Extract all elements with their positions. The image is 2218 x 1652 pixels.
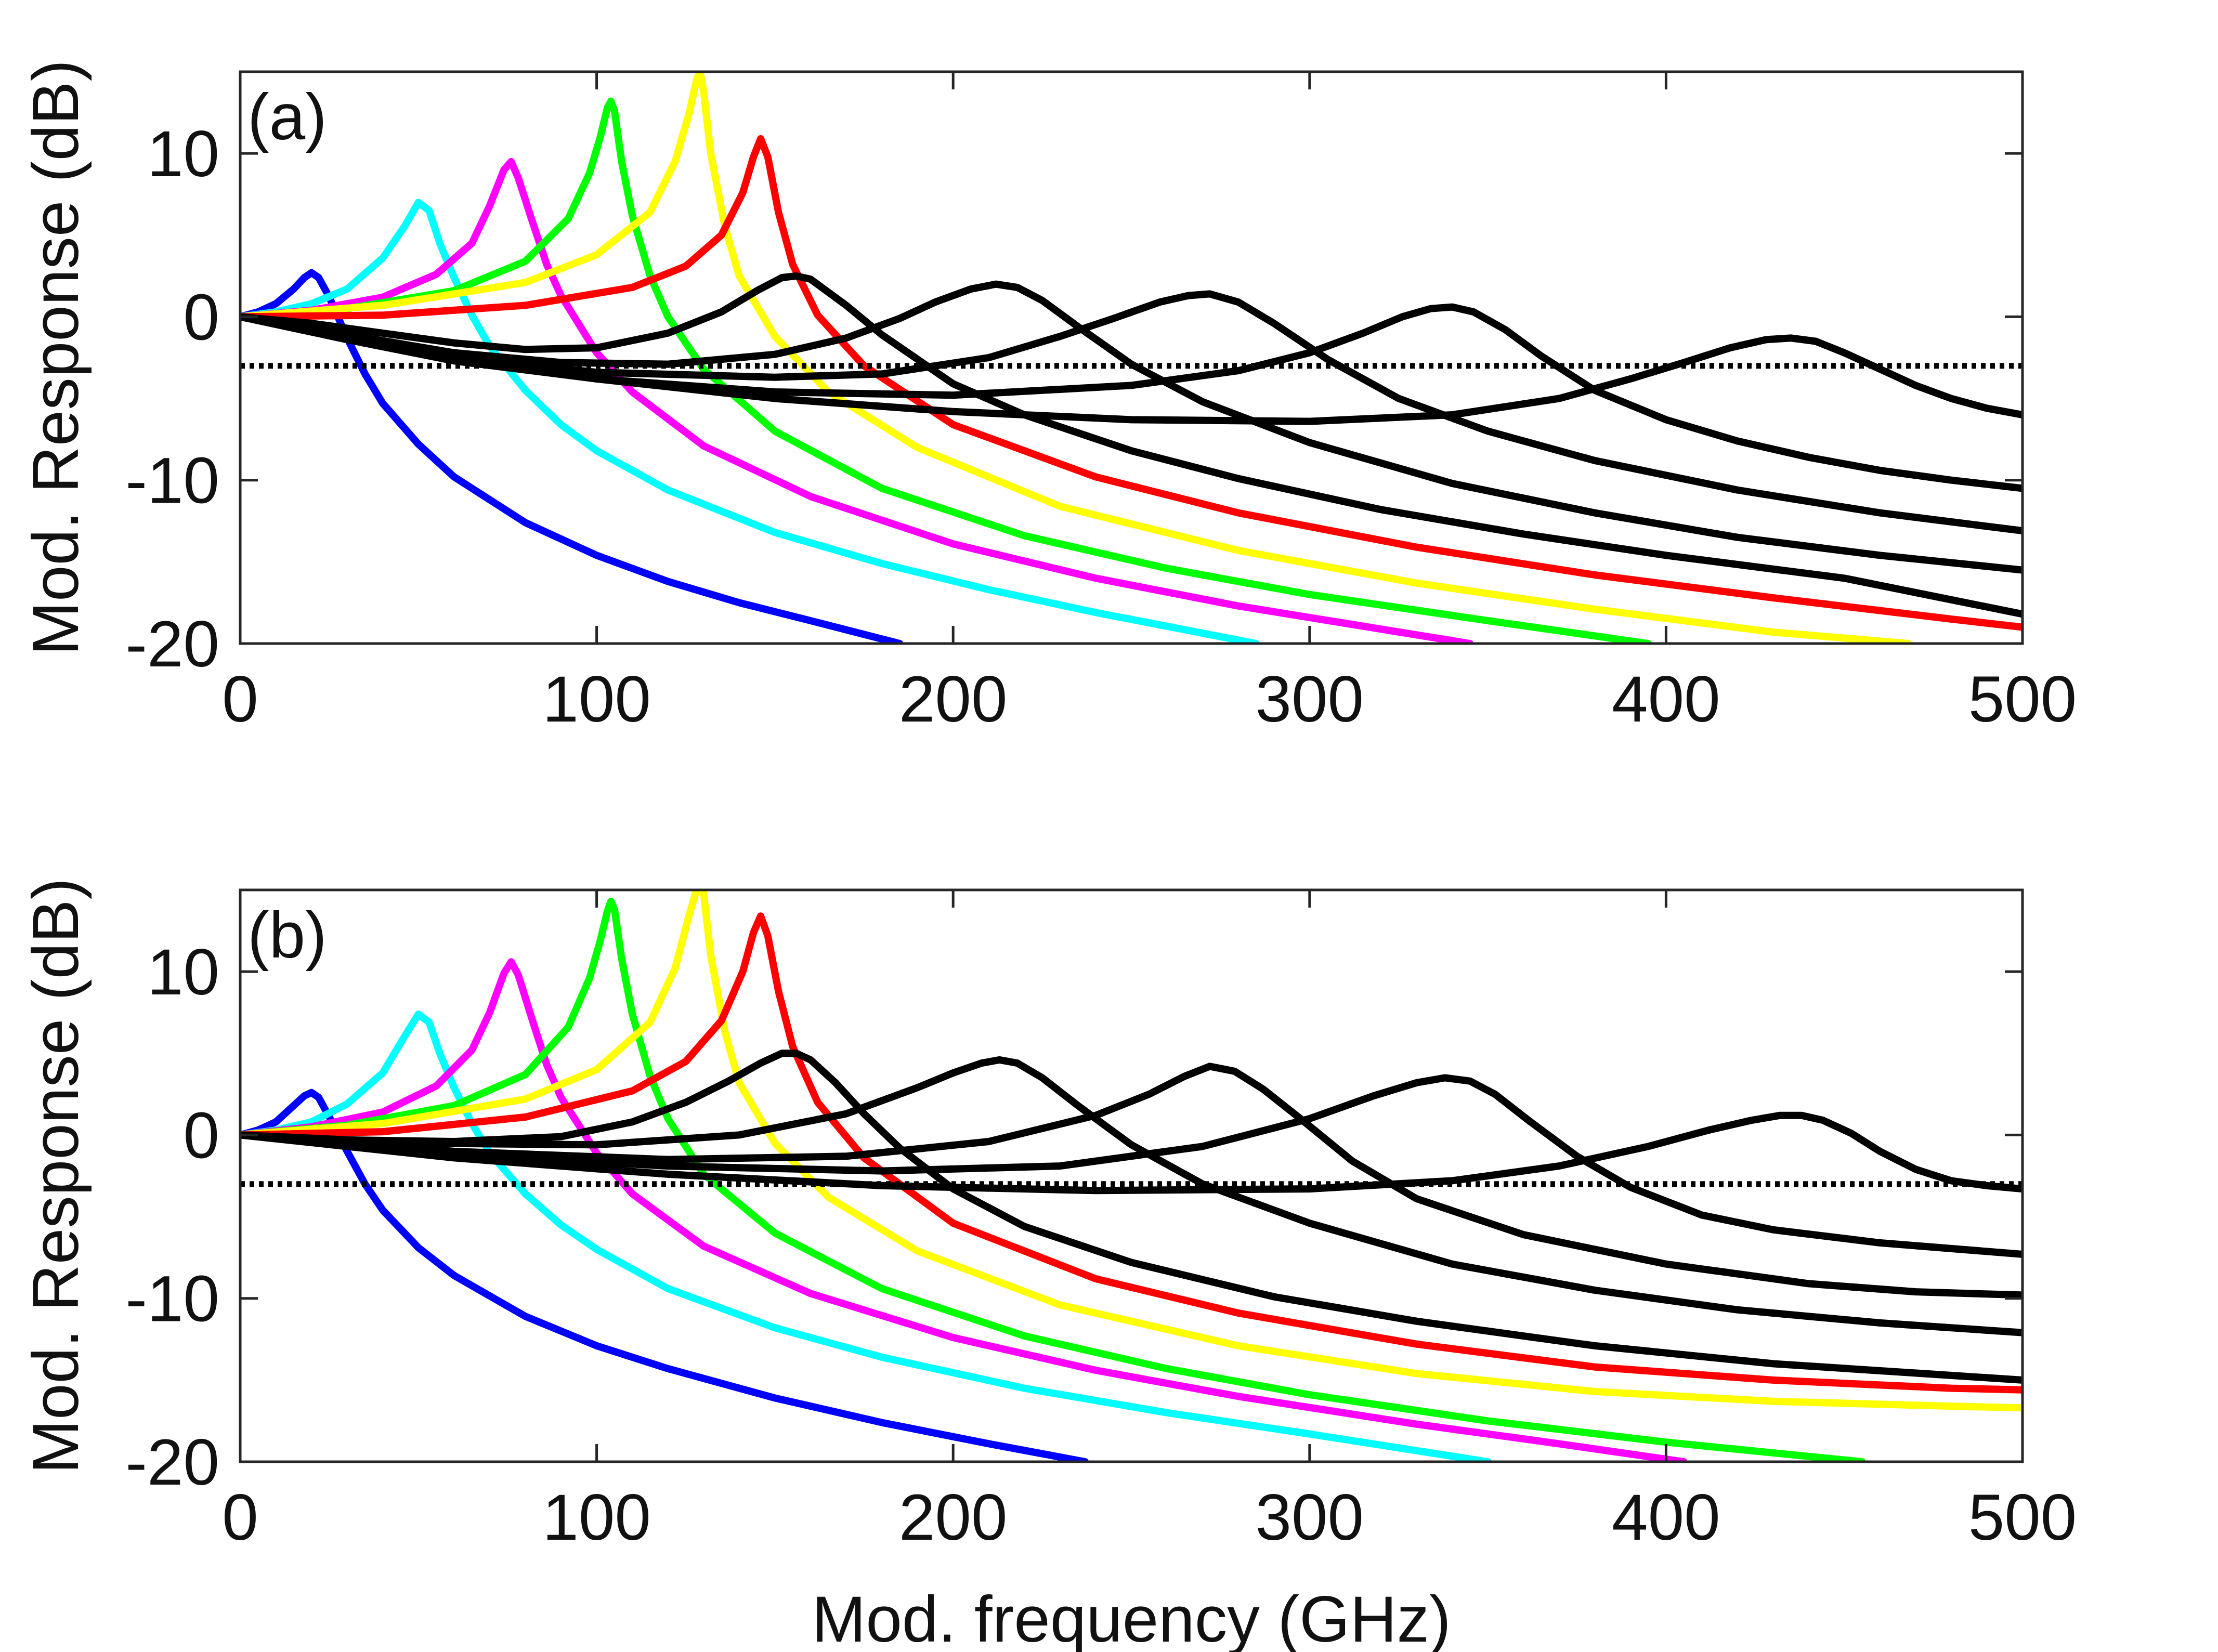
- panel-label: (a): [247, 81, 327, 153]
- y-axis-title: Mod. Response (dB): [20, 878, 92, 1474]
- series-line-1: [240, 1089, 1089, 1462]
- x-tick-label: 400: [1612, 663, 1720, 736]
- panel-label: (b): [247, 899, 327, 972]
- x-tick-label: 200: [899, 1481, 1008, 1554]
- series-line-8: [240, 1056, 2023, 1336]
- series-line-10: [240, 303, 2023, 492]
- y-axis-title: Mod. Response (dB): [20, 60, 92, 655]
- y-tick-label: -10: [125, 445, 219, 517]
- tick-group: 0 100 200 300 400 500 -20 -10 0 10: [125, 72, 2077, 736]
- y-tick-label: 10: [147, 936, 219, 1008]
- series-line-8: [240, 280, 2023, 574]
- series-line-5: [240, 72, 1912, 644]
- series-line-3: [240, 958, 1688, 1462]
- x-tick-label: 100: [542, 663, 651, 736]
- plot-frame: [239, 888, 2024, 1463]
- y-tick-label: 10: [147, 118, 219, 190]
- series-line-10: [240, 1074, 2023, 1258]
- panel-b: 0 100 200 300 400 500 -20 -10 0 10 (b) Mod. Respo…: [20, 878, 2077, 1652]
- series-line-11: [240, 313, 2023, 425]
- x-tick-label: 500: [1968, 663, 2077, 736]
- y-tick-label: 0: [183, 1099, 219, 1172]
- y-tick-label: -20: [125, 608, 219, 680]
- x-tick-label: 100: [542, 1481, 651, 1554]
- x-tick-label: 300: [1256, 1481, 1364, 1554]
- series-line-7: [240, 1050, 2023, 1384]
- x-axis-title: Mod. frequency (GHz): [812, 1583, 1451, 1652]
- panel-a: 0 100 200 300 400 500 -20 -10 0 10 (a) Mod. Respo…: [20, 60, 2077, 736]
- y-tick-label: -10: [125, 1263, 219, 1335]
- x-tick-label: 0: [222, 663, 258, 736]
- x-tick-label: 400: [1612, 1481, 1720, 1554]
- series-group: [240, 72, 2023, 644]
- y-tick-label: 0: [183, 281, 219, 353]
- x-tick-label: 0: [222, 1481, 258, 1554]
- series-line-9: [240, 1063, 2023, 1299]
- plot-area-background: [240, 890, 2023, 1462]
- series-line-9: [240, 290, 2023, 535]
- series-line-6: [240, 135, 2023, 631]
- series-group: [240, 890, 2023, 1462]
- series-line-6: [240, 912, 2023, 1394]
- x-tick-label: 300: [1256, 663, 1364, 736]
- series-line-1: [240, 269, 904, 644]
- series-line-2: [240, 199, 1260, 644]
- x-tick-label: 500: [1968, 1481, 2077, 1554]
- series-line-7: [240, 272, 2023, 618]
- series-line-4: [240, 898, 1866, 1462]
- series-line-5: [240, 890, 2023, 1412]
- x-tick-label: 200: [899, 663, 1008, 736]
- series-line-4: [240, 97, 1652, 644]
- plot-frame: [239, 70, 2024, 645]
- tick-group: 0 100 200 300 400 500 -20 -10 0 10: [125, 890, 2077, 1554]
- y-tick-label: -20: [125, 1426, 219, 1499]
